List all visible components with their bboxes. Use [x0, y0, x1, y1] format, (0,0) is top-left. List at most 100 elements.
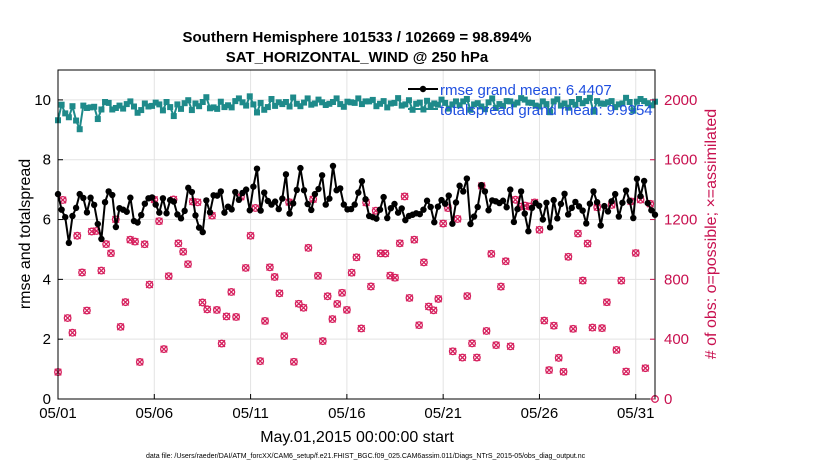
obs-marker — [468, 339, 476, 348]
obs-marker — [342, 305, 351, 314]
obs-marker — [492, 341, 501, 350]
totalspread-point — [141, 100, 148, 107]
totalspread-point — [641, 98, 648, 105]
rmse-point — [322, 201, 329, 208]
obs-marker — [564, 252, 573, 261]
rmse-point — [586, 200, 594, 207]
rmse-point — [109, 191, 116, 199]
totalspread-point — [619, 100, 626, 107]
totalspread-point — [380, 98, 387, 105]
totalspread-point — [518, 95, 525, 102]
totalspread-point — [87, 104, 94, 111]
x-tick-label: 05/16 — [328, 405, 366, 422]
totalspread-point — [344, 98, 351, 105]
rmse-point — [293, 186, 300, 194]
obs-marker — [217, 339, 226, 348]
obs-marker — [68, 328, 77, 337]
obs-marker — [554, 353, 563, 362]
rmse-point — [69, 212, 76, 220]
rmse-point — [87, 194, 94, 201]
y-tick-label: 6 — [43, 212, 51, 229]
y-tick-label: 4 — [43, 271, 51, 288]
rmse-point — [445, 192, 452, 199]
rmse-point — [463, 175, 471, 182]
rmse-point — [286, 210, 293, 217]
rmse-point — [441, 200, 449, 207]
totalspread-point — [604, 99, 611, 106]
obs-marker — [501, 257, 510, 266]
obs-marker — [145, 280, 154, 289]
rmse-point — [416, 210, 424, 218]
rmse-point — [387, 204, 395, 212]
obs-marker — [116, 322, 125, 331]
rmse-point — [152, 201, 159, 208]
rmse-point — [507, 186, 514, 193]
totalspread-point — [528, 99, 535, 106]
obs-marker — [535, 225, 544, 234]
rmse-point — [517, 188, 525, 195]
obs-marker — [381, 249, 390, 258]
totalspread-point — [123, 101, 130, 108]
totalspread-point — [149, 102, 156, 109]
totalspread-point — [329, 99, 336, 106]
totalspread-point — [424, 97, 431, 104]
rmse-point — [326, 195, 333, 202]
y2-axis-label: # of obs: o=possible; ×=assimilated — [703, 109, 720, 359]
totalspread-point — [532, 102, 539, 109]
obs-marker — [559, 367, 568, 376]
rmse-point — [626, 197, 633, 205]
obs-marker — [222, 312, 231, 321]
grid — [57, 70, 655, 400]
totalspread-point — [286, 103, 293, 110]
rmse-point — [195, 224, 203, 231]
obs-marker — [338, 288, 347, 297]
obs-marker — [140, 240, 149, 249]
rmse-point — [221, 209, 228, 216]
totalspread-point — [185, 97, 192, 104]
rmse-point — [235, 196, 243, 204]
rmse-point — [177, 215, 185, 222]
rmse-point — [188, 188, 196, 196]
obs-marker — [82, 306, 91, 315]
rmse-point — [376, 206, 384, 213]
totalspread-point — [217, 98, 224, 105]
rmse-point — [384, 214, 391, 222]
rmse-point — [217, 188, 225, 195]
totalspread-point — [630, 107, 637, 114]
x-tick-label: 05/31 — [617, 405, 655, 422]
rmse-point — [315, 185, 322, 193]
totalspread-point — [373, 103, 380, 110]
rmse-point — [431, 219, 438, 226]
obs-marker — [256, 357, 265, 366]
obs-marker — [251, 204, 260, 212]
rmse-point — [311, 190, 319, 198]
rmse-point — [90, 201, 98, 209]
rmse-point — [456, 182, 463, 189]
chart-title: Southern Hemisphere 101533 / 102669 = 98… — [183, 29, 532, 46]
totalspread-point — [221, 104, 228, 111]
rmse-point — [199, 228, 206, 236]
rmse-point — [62, 213, 69, 221]
obs-marker — [429, 306, 438, 315]
totalspread-point — [109, 106, 116, 113]
obs-marker — [549, 321, 558, 330]
totalspread-point — [301, 99, 308, 106]
rmse-point — [568, 204, 575, 212]
obs-marker — [506, 342, 515, 351]
obs-marker — [280, 332, 289, 340]
totalspread-point — [178, 105, 185, 112]
rmse-point — [402, 216, 409, 224]
totalspread-point — [206, 105, 213, 112]
totalspread-point — [467, 106, 474, 113]
totalspread-point — [362, 98, 369, 105]
obs-marker — [241, 263, 250, 272]
totalspread-point — [398, 102, 405, 109]
totalspread-point — [507, 98, 514, 105]
totalspread-point — [586, 94, 593, 101]
rmse-point — [474, 203, 481, 211]
totalspread-point — [134, 109, 141, 116]
rmse-point — [380, 193, 387, 201]
rmse-point — [398, 205, 405, 212]
totalspread-point — [80, 102, 87, 109]
obs-marker — [357, 324, 366, 333]
